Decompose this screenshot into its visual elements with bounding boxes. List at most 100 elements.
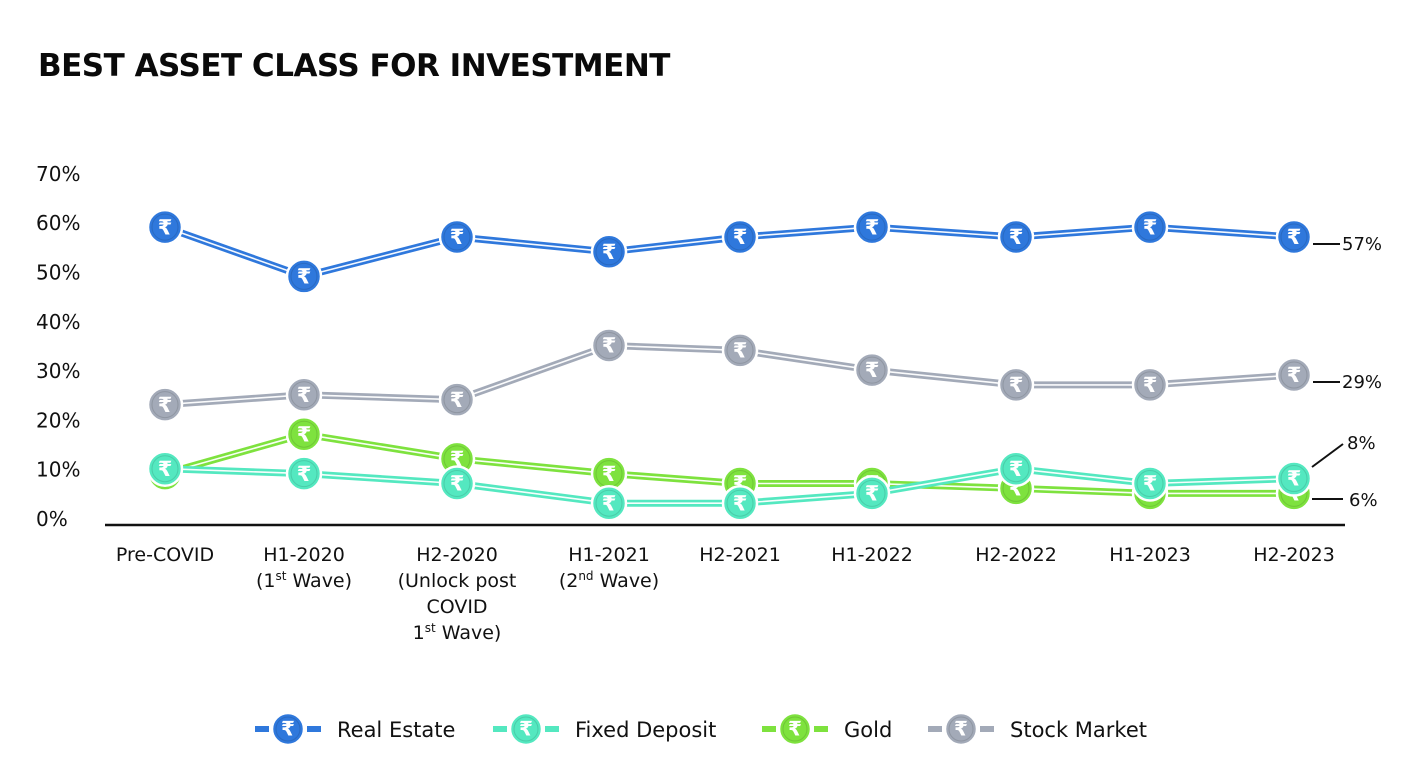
rupee-icon: [146, 208, 184, 246]
rupee-icon: [997, 218, 1035, 256]
legend-marker-fixed-deposit: ₹: [508, 711, 544, 747]
data-point-fixed-deposit: ₹: [853, 475, 891, 512]
rupee-icon: [285, 455, 323, 492]
rupee-glyph: ₹: [733, 491, 748, 515]
x-tick-label: H1-2023: [1109, 544, 1191, 566]
data-point-real-estate: ₹: [285, 258, 323, 295]
series-stock-market: ₹ ₹ ₹ ₹ ₹ ₹ ₹ ₹ ₹: [146, 327, 1313, 423]
data-point-fixed-deposit: ₹: [590, 484, 628, 522]
series-layer: ₹₹₹₹₹₹₹₹₹₹₹₹₹₹₹₹₹₹₹₹₹₹₹₹₹₹₹₹₹₹₹₹₹₹₹₹: [146, 208, 1313, 522]
end-label-fixed-deposit: 8%: [1347, 433, 1376, 454]
rupee-glyph: ₹: [1009, 225, 1024, 249]
rupee-icon: [997, 450, 1035, 487]
y-tick-label: 30%: [36, 359, 80, 383]
data-point-stock-market: ₹: [1275, 356, 1313, 394]
rupee-icon: [1131, 366, 1169, 404]
legend-label-real-estate: Real Estate: [337, 718, 455, 742]
legend: ₹ Real Estate ₹ Fixed Deposit ₹ Gold ₹ Stock Ma…: [255, 711, 1147, 747]
rupee-glyph: ₹: [733, 339, 748, 363]
rupee-glyph: ₹: [297, 265, 312, 289]
rupee-icon: [853, 475, 891, 512]
y-axis: 0% 10% 20% 30% 40% 50% 60% 70%: [36, 162, 80, 531]
rupee-icon: [1275, 356, 1313, 394]
y-tick-label: 40%: [36, 310, 80, 334]
rupee-glyph: ₹: [602, 462, 617, 486]
rupee-icon: [590, 327, 628, 364]
rupee-icon: [270, 711, 306, 747]
data-point-real-estate: ₹: [853, 208, 891, 246]
rupee-icon: [721, 332, 759, 369]
data-point-fixed-deposit: ₹: [1131, 465, 1169, 502]
rupee-icon: [438, 381, 476, 418]
rupee-icon: [146, 386, 184, 423]
rupee-glyph: ₹: [733, 225, 748, 249]
y-tick-label: 20%: [36, 408, 80, 432]
end-label-leader: [1311, 443, 1344, 468]
data-point-real-estate: ₹: [146, 208, 184, 246]
rupee-icon: [285, 376, 323, 413]
rupee-icon: [508, 711, 544, 747]
data-point-real-estate: ₹: [1131, 208, 1169, 246]
data-point-real-estate: ₹: [997, 218, 1035, 256]
rupee-glyph: ₹: [297, 422, 312, 446]
data-point-stock-market: ₹: [853, 351, 891, 389]
data-point-fixed-deposit: ₹: [146, 450, 184, 487]
rupee-glyph: ₹: [602, 334, 617, 358]
data-point-stock-market: ₹: [438, 381, 476, 418]
data-point-gold: ₹: [285, 415, 323, 453]
rupee-glyph: ₹: [954, 717, 968, 741]
rupee-glyph: ₹: [158, 215, 173, 239]
legend-marker-gold: ₹: [777, 711, 813, 747]
legend-marker-real-estate: ₹: [270, 711, 306, 747]
data-point-stock-market: ₹: [285, 376, 323, 413]
y-tick-label: 70%: [36, 162, 80, 186]
rupee-glyph: ₹: [519, 717, 533, 741]
y-tick-label: 60%: [36, 211, 80, 235]
rupee-glyph: ₹: [865, 215, 880, 239]
x-tick-label: H2-2022: [975, 544, 1057, 566]
rupee-icon: [1131, 465, 1169, 502]
rupee-glyph: ₹: [1143, 215, 1158, 239]
rupee-glyph: ₹: [1143, 373, 1158, 397]
legend-label-fixed-deposit: Fixed Deposit: [575, 718, 716, 742]
rupee-icon: [1131, 208, 1169, 246]
rupee-glyph: ₹: [1009, 373, 1024, 397]
legend-item-stock-market: ₹ Stock Market: [928, 711, 1147, 747]
end-label-stock-market: 29%: [1342, 372, 1382, 393]
legend-item-gold: ₹ Gold: [762, 711, 892, 747]
data-point-fixed-deposit: ₹: [997, 450, 1035, 487]
series-real-estate: ₹ ₹ ₹ ₹ ₹ ₹ ₹ ₹ ₹: [146, 208, 1313, 295]
rupee-icon: [853, 208, 891, 246]
data-point-stock-market: ₹: [590, 327, 628, 364]
rupee-glyph: ₹: [865, 481, 880, 505]
rupee-glyph: ₹: [788, 717, 802, 741]
series-fixed-deposit: ₹ ₹ ₹ ₹ ₹ ₹ ₹ ₹ ₹: [146, 450, 1313, 522]
x-tick-label: H2-2020 (Unlock post COVID 1st Wave): [398, 544, 517, 644]
rupee-glyph: ₹: [450, 447, 465, 471]
x-tick-label: H1-2020 (1st Wave): [256, 544, 352, 592]
y-tick-label: 10%: [36, 458, 80, 482]
rupee-icon: [721, 484, 759, 522]
data-point-real-estate: ₹: [1275, 218, 1313, 256]
rupee-icon: [777, 711, 813, 747]
data-point-real-estate: ₹: [438, 218, 476, 256]
rupee-glyph: ₹: [865, 358, 880, 382]
data-point-stock-market: ₹: [997, 366, 1035, 404]
rupee-glyph: ₹: [602, 491, 617, 515]
x-tick-label: H1-2022: [831, 544, 913, 566]
rupee-icon: [721, 218, 759, 256]
data-point-gold: ₹: [438, 440, 476, 478]
rupee-icon: [1275, 460, 1313, 497]
rupee-glyph: ₹: [158, 457, 173, 481]
end-label-real-estate: 57%: [1342, 234, 1382, 255]
rupee-icon: [438, 218, 476, 256]
legend-item-fixed-deposit: ₹ Fixed Deposit: [493, 711, 716, 747]
chart-title: BEST ASSET CLASS FOR INVESTMENT: [38, 48, 670, 84]
y-tick-label: 50%: [36, 261, 80, 285]
legend-label-gold: Gold: [844, 718, 892, 742]
rupee-icon: [853, 351, 891, 389]
rupee-glyph: ₹: [297, 462, 312, 486]
rupee-icon: [997, 366, 1035, 404]
end-labels: 57% 29% 8% 6%: [1311, 234, 1382, 511]
